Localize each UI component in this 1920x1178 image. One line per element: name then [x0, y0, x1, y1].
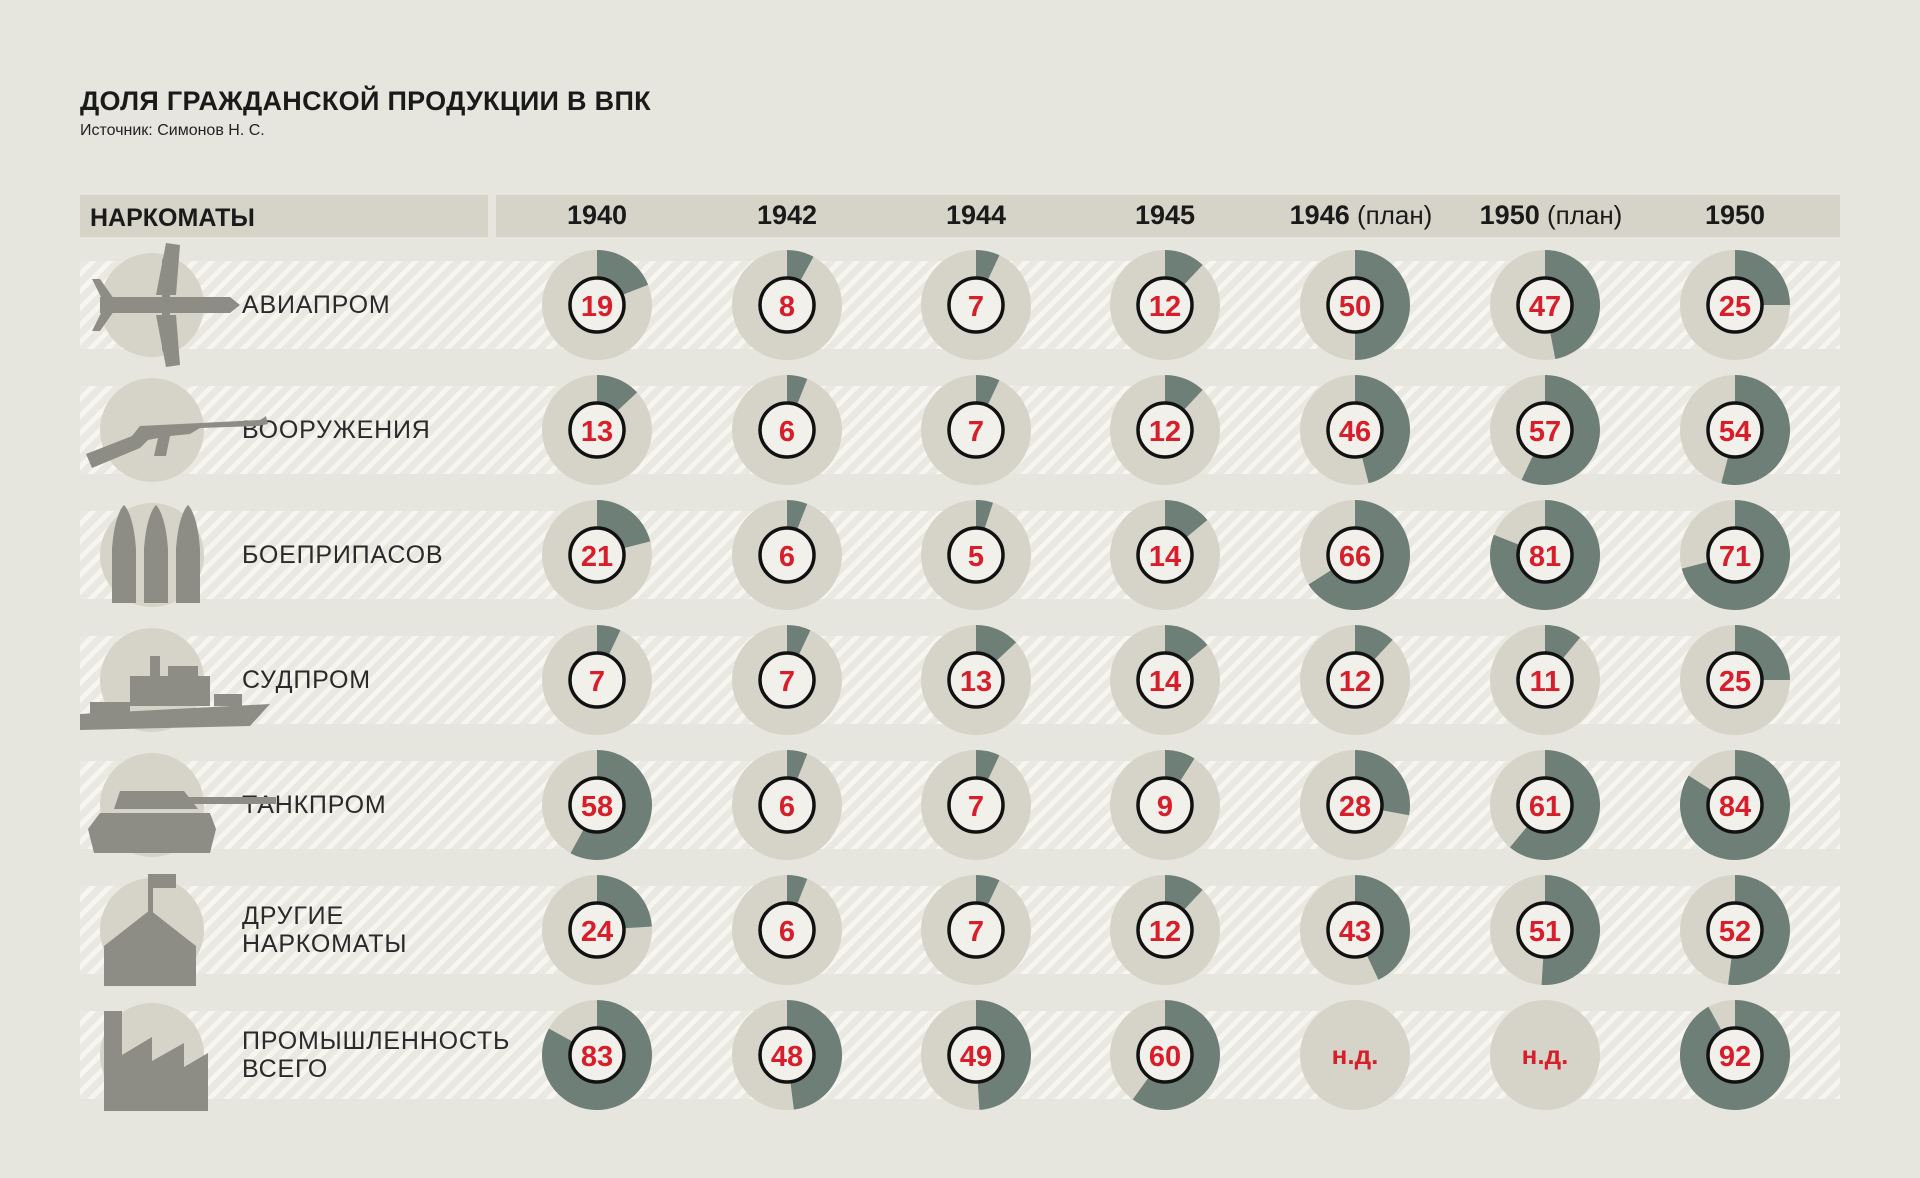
icon-backdrop: [100, 378, 204, 482]
year-label: 1946: [1289, 200, 1350, 230]
row-label: ДРУГИЕ НАРКОМАТЫ: [242, 902, 408, 958]
icon-backdrop: [100, 503, 204, 607]
year-header-4: 1946 (план): [1290, 200, 1433, 230]
year-label: 1950: [1479, 200, 1540, 230]
year-label: 1944: [945, 200, 1007, 230]
row-label: СУДПРОМ: [242, 666, 371, 694]
year-note: (план): [1349, 200, 1433, 230]
row-label: ПРОМЫШЛЕННОСТЬ ВСЕГО: [242, 1027, 511, 1083]
year-header-2: 1944: [946, 200, 1006, 230]
year-header-3: 1945: [1135, 200, 1195, 230]
icon-backdrop: [100, 628, 204, 732]
year-header-6: 1950: [1705, 200, 1765, 230]
row-label: ТАНКПРОМ: [242, 791, 387, 819]
year-label: 1942: [756, 200, 818, 230]
header-years-bar: [496, 195, 1840, 237]
year-label: 1950: [1704, 200, 1766, 230]
icon-backdrop: [100, 253, 204, 357]
row-label: АВИАПРОМ: [242, 291, 391, 319]
chart-source: Источник: Симонов Н. С.: [80, 122, 265, 139]
year-label: 1945: [1134, 200, 1196, 230]
chart-title: ДОЛЯ ГРАЖДАНСКОЙ ПРОДУКЦИИ В ВПК: [80, 86, 651, 116]
header-label: НАРКОМАТЫ: [90, 204, 255, 232]
row-label: БОЕПРИПАСОВ: [242, 541, 444, 569]
row-label: ВООРУЖЕНИЯ: [242, 416, 431, 444]
year-note: (план): [1539, 200, 1623, 230]
year-header-1: 1942: [757, 200, 817, 230]
year-label: 1940: [566, 200, 628, 230]
icon-backdrop: [100, 753, 204, 857]
year-header-5: 1950 (план): [1480, 200, 1623, 230]
year-header-0: 1940: [567, 200, 627, 230]
icon-backdrop: [100, 878, 204, 982]
icon-backdrop: [100, 1003, 204, 1107]
header-label-cell: НАРКОМАТЫ: [80, 195, 488, 237]
